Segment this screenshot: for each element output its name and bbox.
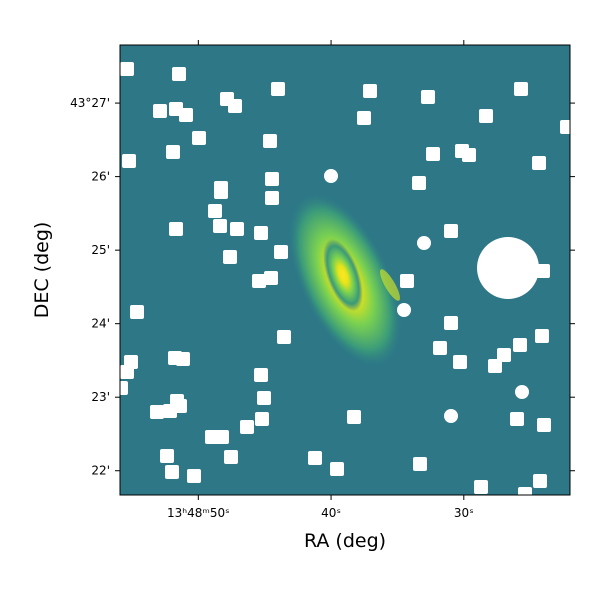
mask-square	[421, 90, 435, 104]
mask-square	[176, 352, 190, 366]
mask-square	[536, 264, 550, 278]
mask-circle	[477, 237, 539, 299]
mask-square	[153, 104, 167, 118]
mask-square	[453, 355, 467, 369]
mask-square	[166, 145, 180, 159]
image	[120, 45, 570, 495]
mask-square	[264, 271, 278, 285]
galaxy-core	[323, 238, 363, 312]
mask-circle	[515, 385, 529, 399]
mask-square	[208, 204, 222, 218]
mask-square	[308, 451, 322, 465]
mask-square	[187, 469, 201, 483]
mask-square	[228, 99, 242, 113]
mask-square	[532, 156, 546, 170]
mask-square	[263, 134, 277, 148]
mask-square	[444, 316, 458, 330]
x-axis-label: RA (deg)	[304, 530, 386, 552]
mask-square	[254, 368, 268, 382]
y-tick-label: 43°27'	[70, 96, 110, 110]
mask-square	[130, 305, 144, 319]
galaxy-arm	[380, 269, 400, 301]
mask-square	[412, 176, 426, 190]
mask-square	[513, 338, 527, 352]
mask-square	[537, 418, 551, 432]
mask-circle	[417, 236, 431, 250]
mask-square	[179, 108, 193, 122]
y-tick-label: 24'	[91, 317, 110, 331]
mask-square	[169, 222, 183, 236]
y-tick-label: 26'	[91, 170, 110, 184]
mask-square	[265, 191, 279, 205]
mask-square	[160, 449, 174, 463]
mask-circle	[397, 303, 411, 317]
mask-square	[277, 330, 291, 344]
mask-square	[240, 420, 254, 434]
mask-square	[479, 109, 493, 123]
mask-square	[363, 84, 377, 98]
mask-square	[120, 62, 134, 76]
mask-square	[533, 474, 547, 488]
x-tick-label: 40ˢ	[321, 506, 341, 520]
mask-square	[230, 222, 244, 236]
mask-square	[400, 274, 414, 288]
mask-square	[214, 185, 228, 199]
mask-square	[357, 111, 371, 125]
mask-square	[265, 172, 279, 186]
mask-square	[120, 381, 128, 395]
mask-square	[223, 250, 237, 264]
x-tick-label: 13ʰ48ᵐ50ˢ	[167, 506, 230, 520]
mask-square	[257, 391, 271, 405]
mask-square	[192, 131, 206, 145]
mask-square	[330, 462, 344, 476]
mask-circle	[324, 169, 338, 183]
mask-square	[488, 359, 502, 373]
mask-square	[497, 348, 511, 362]
mask-square	[120, 365, 134, 379]
mask-square	[474, 480, 488, 494]
mask-circle	[444, 409, 458, 423]
mask-square	[122, 154, 136, 168]
mask-square	[462, 148, 476, 162]
mask-square	[274, 245, 288, 259]
mask-square	[213, 219, 227, 233]
mask-square	[150, 405, 164, 419]
y-tick-label: 22'	[91, 464, 110, 478]
mask-square	[163, 404, 177, 418]
mask-square	[444, 224, 458, 238]
mask-square	[347, 410, 361, 424]
mask-square	[518, 487, 532, 495]
mask-square	[560, 120, 570, 134]
x-tick-label: 30ˢ	[454, 506, 474, 520]
mask-square	[510, 412, 524, 426]
y-tick-label: 25'	[91, 243, 110, 257]
y-tick-label: 23'	[91, 390, 110, 404]
mask-square	[535, 329, 549, 343]
mask-square	[224, 450, 238, 464]
mask-square	[165, 465, 179, 479]
mask-square	[514, 82, 528, 96]
mask-square	[254, 226, 268, 240]
mask-square	[172, 67, 186, 81]
mask-square	[426, 147, 440, 161]
mask-square	[255, 412, 269, 426]
mask-square	[433, 341, 447, 355]
mask-square	[215, 430, 229, 444]
y-axis-label: DEC (deg)	[31, 222, 53, 319]
plot-frame	[119, 44, 571, 496]
masks	[120, 62, 570, 495]
mask-square	[252, 274, 266, 288]
mask-square	[413, 457, 427, 471]
mask-square	[271, 82, 285, 96]
